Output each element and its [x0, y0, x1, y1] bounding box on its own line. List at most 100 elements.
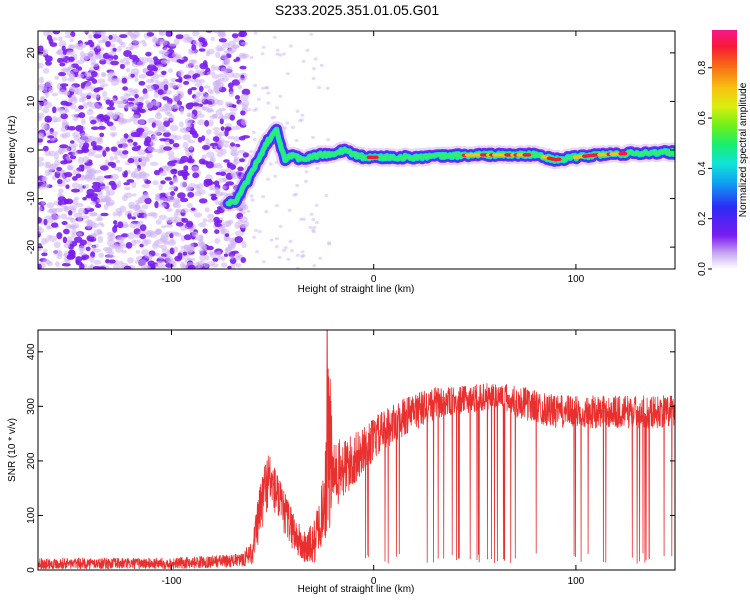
noise-speckle [294, 192, 299, 196]
noise-speckle [173, 197, 180, 204]
noise-speckle [119, 63, 125, 70]
noise-speckle [113, 155, 118, 161]
noise-speckle [58, 188, 64, 194]
noise-speckle [220, 53, 228, 60]
x-tick-label: 0 [371, 576, 377, 587]
noise-speckle [127, 232, 135, 240]
noise-speckle [240, 119, 248, 126]
noise-speckle [72, 176, 78, 181]
noise-speckle [229, 255, 234, 260]
noise-speckle [249, 194, 254, 198]
noise-speckle [123, 182, 131, 186]
noise-speckle [55, 261, 60, 267]
noise-speckle [132, 211, 140, 217]
y-tick-label: 200 [26, 452, 37, 469]
noise-speckle [302, 217, 306, 221]
noise-speckle [79, 132, 88, 137]
noise-speckle [186, 202, 193, 209]
noise-speckle [252, 235, 256, 239]
noise-speckle [153, 91, 159, 99]
noise-speckle [170, 168, 178, 175]
noise-speckle [86, 92, 93, 96]
noise-speckle [180, 155, 189, 163]
noise-speckle [131, 44, 140, 49]
noise-speckle [188, 264, 196, 269]
noise-speckle [121, 249, 127, 254]
noise-speckle [132, 100, 139, 105]
noise-speckle [314, 221, 319, 225]
noise-speckle [214, 191, 224, 197]
noise-speckle [69, 38, 74, 43]
noise-speckle [85, 194, 94, 199]
noise-speckle [162, 78, 169, 85]
spectrogram-marks [38, 31, 675, 269]
noise-speckle [45, 80, 53, 88]
noise-speckle [207, 107, 214, 113]
noise-speckle [277, 255, 282, 260]
y-tick-label: 400 [26, 343, 37, 360]
noise-speckle [175, 78, 183, 83]
noise-speckle [217, 47, 226, 51]
noise-speckle [98, 122, 104, 127]
noise-speckle [215, 51, 221, 59]
noise-speckle [81, 145, 89, 152]
noise-speckle [312, 225, 317, 229]
noise-speckle [227, 265, 232, 269]
noise-speckle [223, 69, 229, 77]
noise-speckle [75, 124, 84, 132]
noise-speckle [252, 108, 257, 112]
noise-speckle [136, 60, 146, 67]
noise-speckle [39, 96, 45, 100]
noise-speckle [46, 34, 53, 41]
noise-speckle [107, 161, 115, 167]
noise-speckle [80, 164, 85, 172]
noise-speckle [204, 263, 209, 268]
noise-speckle [163, 117, 170, 122]
noise-speckle [101, 83, 109, 87]
noise-speckle [149, 60, 155, 66]
noise-speckle [224, 233, 230, 238]
noise-speckle [77, 216, 82, 223]
noise-speckle [197, 113, 205, 119]
noise-speckle [139, 224, 147, 232]
noise-speckle [44, 237, 50, 243]
noise-speckle [231, 175, 240, 180]
noise-speckle [93, 33, 102, 39]
y-tick-label: 0 [26, 147, 37, 153]
noise-speckle [237, 166, 244, 172]
noise-speckle [198, 248, 204, 254]
noise-speckle [272, 35, 277, 39]
noise-speckle [113, 220, 118, 225]
noise-speckle [275, 48, 280, 52]
noise-speckle [96, 198, 105, 203]
noise-speckle [224, 123, 232, 128]
noise-speckle [79, 42, 87, 49]
noise-speckle [105, 146, 110, 152]
noise-speckle [114, 166, 119, 171]
noise-speckle [201, 160, 209, 165]
noise-speckle [173, 246, 179, 253]
noise-speckle [161, 52, 168, 59]
noise-speckle [64, 259, 71, 264]
noise-speckle [47, 135, 54, 139]
noise-speckle [242, 106, 247, 112]
noise-speckle [93, 259, 102, 265]
noise-speckle [108, 250, 114, 256]
noise-speckle [163, 90, 172, 95]
noise-speckle [155, 219, 162, 225]
noise-speckle [119, 59, 125, 64]
noise-speckle [59, 62, 66, 67]
noise-speckle [172, 231, 180, 236]
noise-speckle [234, 95, 241, 100]
noise-speckle [319, 63, 324, 67]
noise-speckle [61, 262, 71, 267]
noise-speckle [269, 238, 274, 242]
noise-speckle [315, 166, 320, 170]
noise-speckle [120, 41, 126, 48]
noise-speckle [190, 59, 196, 66]
noise-speckle [153, 169, 161, 176]
noise-speckle [275, 52, 280, 56]
noise-speckle [152, 212, 158, 219]
noise-speckle [60, 100, 69, 106]
noise-speckle [327, 242, 332, 246]
